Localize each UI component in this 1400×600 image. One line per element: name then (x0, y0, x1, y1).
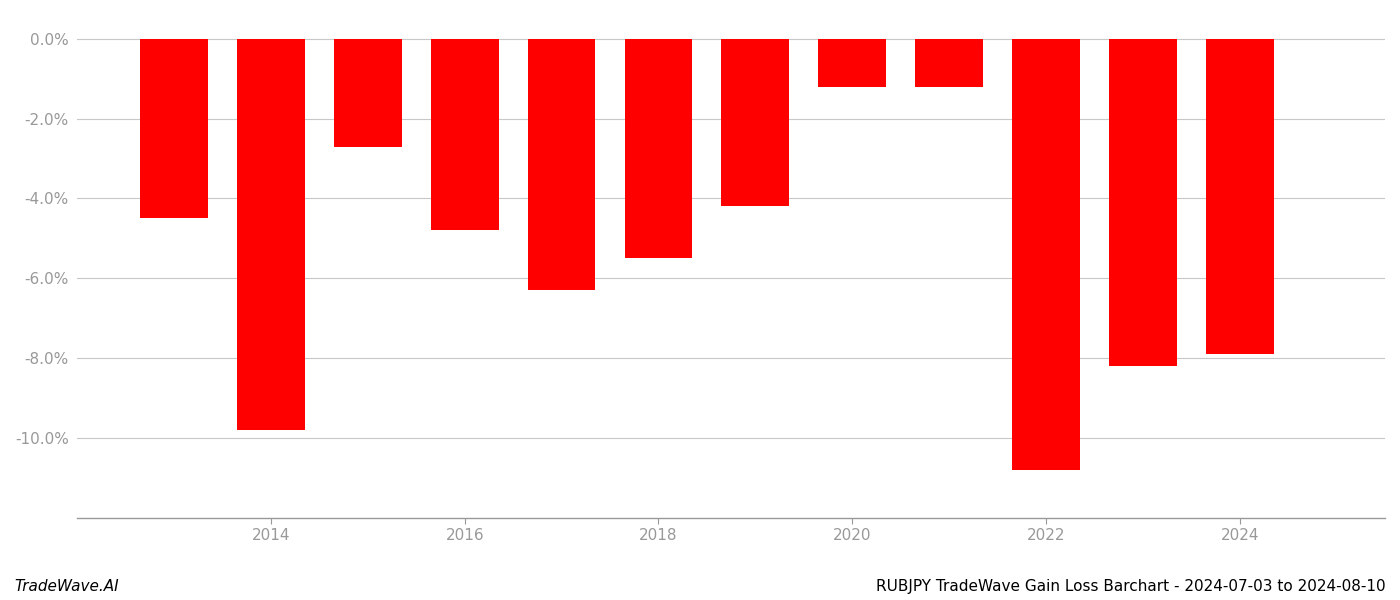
Bar (624, 39, 693, 259)
Bar (1109, 39, 1177, 366)
Bar (1012, 39, 1079, 470)
Bar (140, 39, 209, 218)
Bar (237, 39, 305, 430)
Bar (818, 39, 886, 87)
Bar (721, 39, 790, 206)
Bar (528, 39, 595, 290)
Text: RUBJPY TradeWave Gain Loss Barchart - 2024-07-03 to 2024-08-10: RUBJPY TradeWave Gain Loss Barchart - 20… (876, 579, 1386, 594)
Bar (335, 39, 402, 146)
Bar (431, 39, 498, 230)
Bar (1205, 39, 1274, 354)
Bar (916, 39, 983, 87)
Text: TradeWave.AI: TradeWave.AI (14, 579, 119, 594)
